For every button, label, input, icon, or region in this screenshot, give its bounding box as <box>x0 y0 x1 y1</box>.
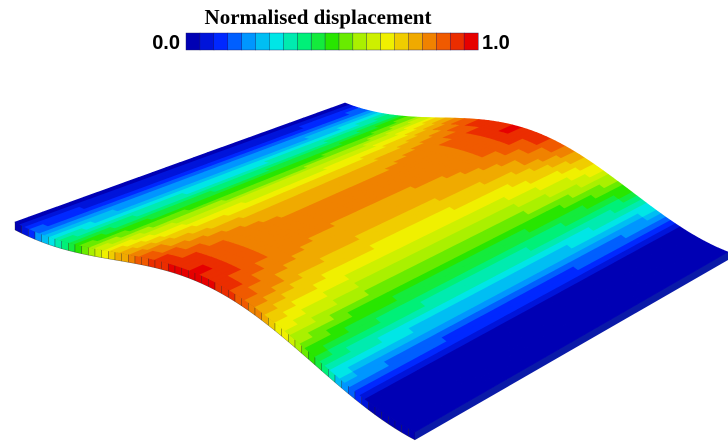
colorbar-swatch <box>283 32 298 51</box>
colorbar-swatch <box>338 32 354 51</box>
colorbar-swatch <box>269 32 284 51</box>
colorbar-swatch <box>185 32 201 51</box>
colorbar-swatch <box>463 32 479 51</box>
colorbar-swatch <box>394 32 409 51</box>
colorbar-swatch <box>366 32 382 51</box>
colorbar-swatch <box>436 32 451 51</box>
plate <box>14 102 728 441</box>
plate-edge <box>128 254 136 264</box>
legend-max-label: 1.0 <box>482 32 510 54</box>
plate-edge <box>114 251 122 262</box>
plate-edge <box>121 252 129 263</box>
plate-cell <box>709 249 728 260</box>
colorbar-swatch <box>352 32 368 51</box>
legend-title: Normalised displacement <box>205 5 432 29</box>
colorbar-swatch <box>408 32 423 51</box>
plate-edge <box>101 249 109 260</box>
colorbar-swatch <box>241 32 257 51</box>
plate-edge <box>415 252 728 440</box>
colorbar-swatch <box>380 32 396 51</box>
colorbar-swatch <box>199 32 215 51</box>
colorbar-swatch <box>422 32 437 51</box>
colorbar-swatch <box>255 32 270 51</box>
colorbar-swatch <box>213 32 229 51</box>
legend-min-label: 0.0 <box>152 32 180 54</box>
colorbar-swatch <box>449 32 465 51</box>
plate-edge <box>108 250 116 261</box>
colorbar <box>185 32 479 51</box>
colorbar-swatch <box>310 32 326 51</box>
colorbar-swatch <box>297 32 312 51</box>
colorbar-swatch <box>324 32 340 51</box>
colorbar-swatch <box>227 32 243 51</box>
plate-edge <box>94 248 102 258</box>
